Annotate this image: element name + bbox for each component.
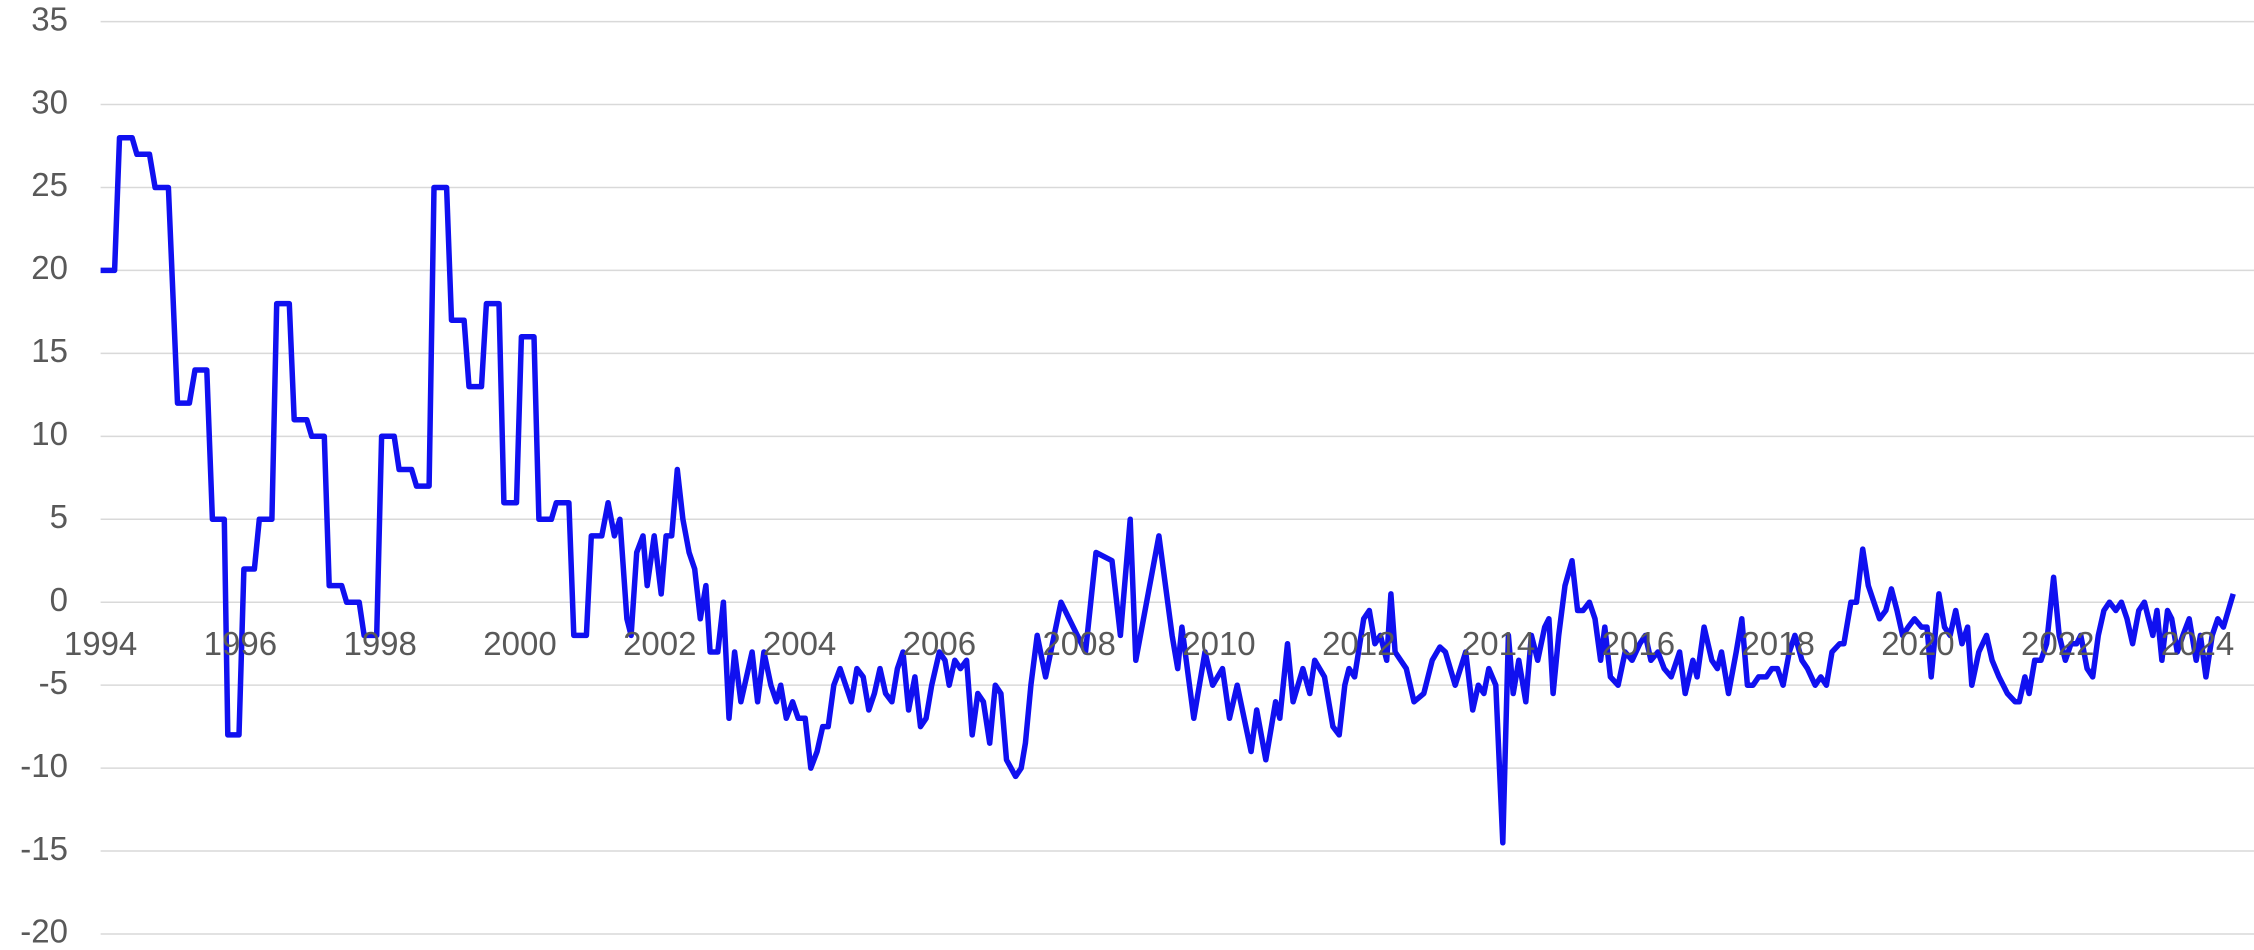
x-tick-label: 1994 <box>64 625 137 662</box>
y-tick-label: 5 <box>50 498 68 535</box>
y-tick-label: 35 <box>31 0 68 37</box>
x-tick-label: 2022 <box>2021 625 2094 662</box>
x-tick-label: 2002 <box>623 625 696 662</box>
y-tick-label: 15 <box>31 332 68 369</box>
x-tick-label: 2016 <box>1602 625 1675 662</box>
x-tick-label: 2008 <box>1042 625 1115 662</box>
x-tick-label: 2010 <box>1182 625 1255 662</box>
x-tick-label: 1996 <box>204 625 277 662</box>
x-tick-label: 1998 <box>343 625 416 662</box>
y-tick-label: 10 <box>31 415 68 452</box>
y-tick-label: 0 <box>50 581 68 618</box>
y-tick-label: 20 <box>31 249 68 286</box>
y-tick-label: -10 <box>20 747 68 784</box>
y-tick-label: -20 <box>20 913 68 950</box>
y-tick-label: 25 <box>31 166 68 203</box>
x-tick-label: 2020 <box>1881 625 1954 662</box>
y-tick-label: -5 <box>39 664 68 701</box>
data-line <box>100 134 2236 846</box>
x-tick-label: 2000 <box>483 625 556 662</box>
y-tick-label: 30 <box>31 83 68 120</box>
x-tick-label: 2006 <box>903 625 976 662</box>
x-tick-label: 2018 <box>1741 625 1814 662</box>
x-tick-label: 2014 <box>1462 625 1535 662</box>
y-tick-label: -15 <box>20 830 68 867</box>
x-tick-label: 2004 <box>763 625 836 662</box>
x-tick-label: 2012 <box>1322 625 1395 662</box>
x-tick-label: 2024 <box>2161 625 2234 662</box>
